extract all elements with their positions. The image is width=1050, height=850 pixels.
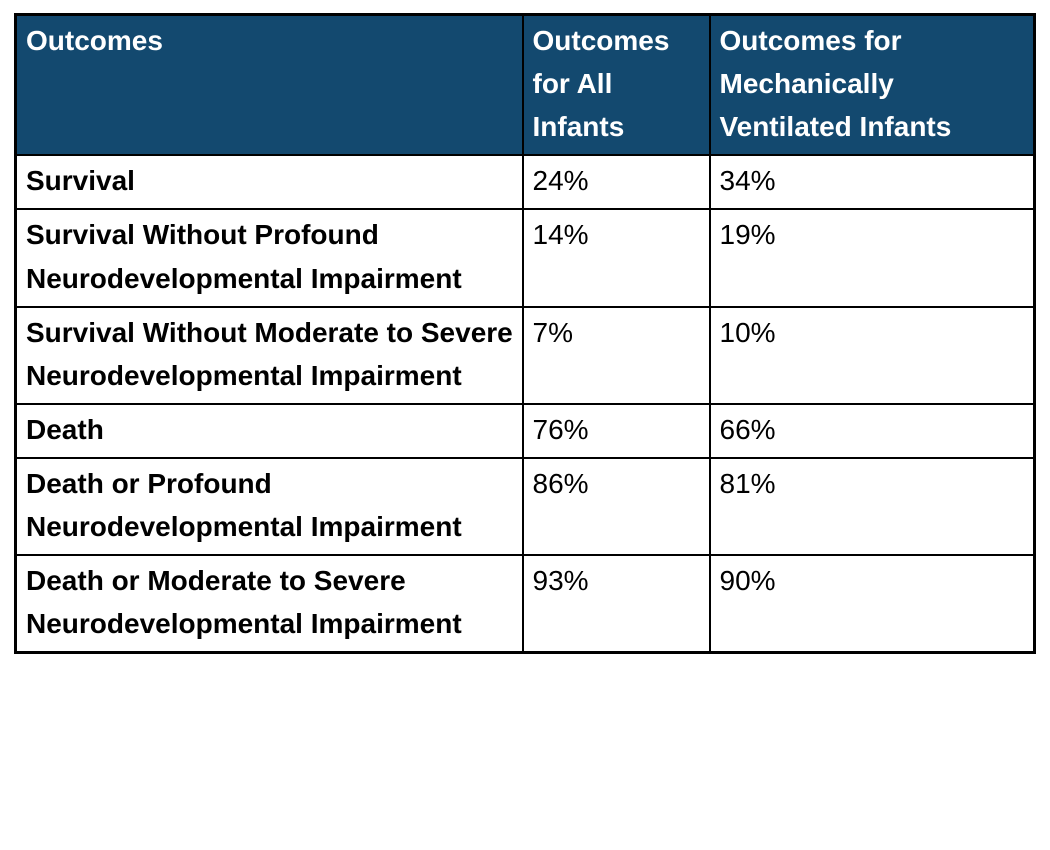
column-header-ventilated-infants: Outcomes for Mechanically Ventilated Inf… (708, 13, 1036, 157)
ventilated-infants-cell: 90% (708, 554, 1036, 654)
table-row: Death or Moderate to Severe Neurodevelop… (14, 554, 1036, 654)
outcome-cell: Survival (14, 154, 524, 211)
outcome-cell: Death or Moderate to Severe Neurodevelop… (14, 554, 524, 654)
table-body: Survival 24% 34% Survival Without Profou… (14, 154, 1036, 654)
ventilated-infants-cell: 34% (708, 154, 1036, 211)
all-infants-cell: 76% (521, 402, 711, 459)
table-row: Survival Without Moderate to Severe Neur… (14, 305, 1036, 405)
outcome-cell: Death (14, 402, 524, 459)
header-row: Outcomes Outcomes for All Infants Outcom… (14, 13, 1036, 157)
all-infants-cell: 93% (521, 554, 711, 654)
column-header-outcomes: Outcomes (14, 13, 524, 157)
table-row: Death or Profound Neurodevelopmental Imp… (14, 456, 1036, 557)
all-infants-cell: 24% (521, 154, 711, 211)
ventilated-infants-cell: 81% (708, 456, 1036, 557)
table-row: Survival 24% 34% (14, 154, 1036, 211)
column-header-all-infants: Outcomes for All Infants (521, 13, 711, 157)
outcomes-table: Outcomes Outcomes for All Infants Outcom… (14, 13, 1036, 655)
outcome-cell: Survival Without Profound Neurodevelopme… (14, 208, 524, 308)
all-infants-cell: 7% (521, 305, 711, 405)
ventilated-infants-cell: 66% (708, 402, 1036, 459)
outcome-cell: Survival Without Moderate to Severe Neur… (14, 305, 524, 405)
all-infants-cell: 86% (521, 456, 711, 557)
all-infants-cell: 14% (521, 208, 711, 308)
outcome-cell: Death or Profound Neurodevelopmental Imp… (14, 456, 524, 557)
table-row: Death 76% 66% (14, 402, 1036, 459)
table-row: Survival Without Profound Neurodevelopme… (14, 208, 1036, 308)
ventilated-infants-cell: 10% (708, 305, 1036, 405)
table-header: Outcomes Outcomes for All Infants Outcom… (14, 13, 1036, 157)
ventilated-infants-cell: 19% (708, 208, 1036, 308)
